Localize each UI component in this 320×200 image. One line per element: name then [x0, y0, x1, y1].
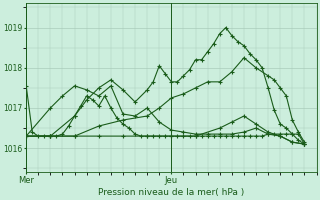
X-axis label: Pression niveau de la mer( hPa ): Pression niveau de la mer( hPa ) — [98, 188, 244, 197]
